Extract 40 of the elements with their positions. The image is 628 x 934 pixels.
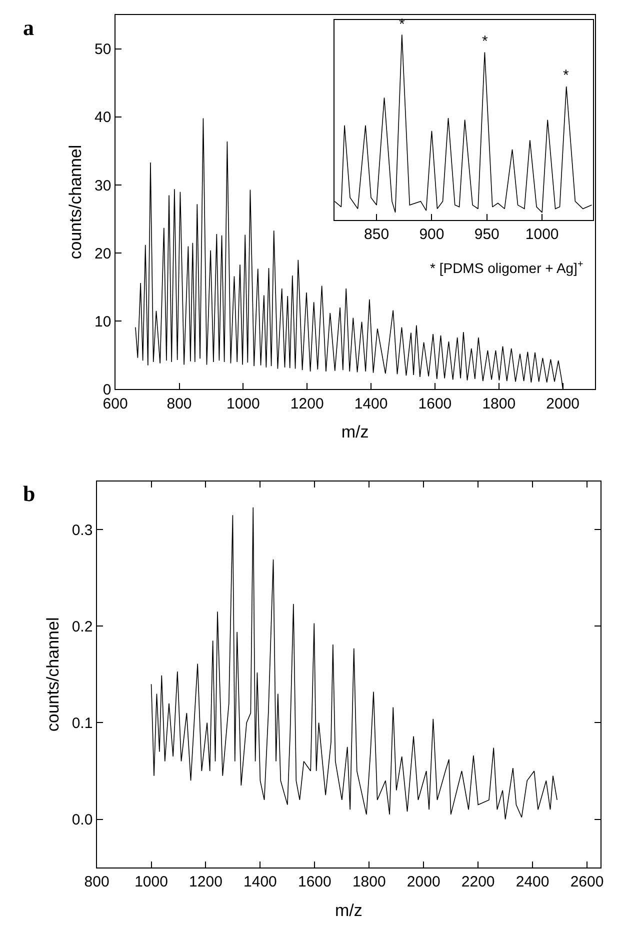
x-tick-label: 1200 [189, 874, 222, 891]
chart-title: a [23, 15, 34, 40]
y-tick-label: 0.0 [72, 812, 93, 829]
y-tick-label: 40 [94, 109, 112, 126]
annotation: * [PDMS oligomer + Ag]$^{+}$ [430, 259, 584, 276]
x-tick-label: 1800 [482, 395, 516, 412]
annotation: * [482, 33, 488, 50]
x-tick-label: 1600 [418, 395, 452, 412]
x-axis-title: m/z [341, 422, 369, 442]
x-tick-label: 1000 [525, 226, 559, 243]
y-tick-label: 0.1 [72, 714, 93, 732]
y-tick-label: 30 [94, 177, 112, 194]
x-tick-label: 1800 [352, 874, 386, 891]
x-tick-label: 1000 [134, 874, 168, 891]
x-tick-label: 1400 [244, 874, 277, 891]
x-tick-label: 950 [474, 226, 500, 243]
x-tick-label: 1200 [290, 395, 324, 412]
x-tick-label: 850 [364, 226, 390, 243]
y-tick-label: 20 [94, 245, 112, 262]
y-axis-title: counts/channel [66, 144, 86, 260]
x-tick-label: 2200 [461, 874, 495, 891]
x-axis-title: m/z [335, 901, 362, 920]
x-tick-label: 2000 [546, 395, 580, 412]
y-tick-label: 0.2 [72, 618, 93, 636]
x-tick-label: 800 [166, 395, 192, 412]
y-tick-label: 0.3 [72, 522, 93, 539]
chart-title: b [23, 481, 36, 506]
annotation: * [563, 67, 569, 84]
x-tick-label: 2600 [570, 874, 604, 891]
x-tick-label: 900 [419, 226, 444, 243]
x-tick-label: 2400 [516, 874, 550, 891]
x-tick-label: 1400 [354, 395, 388, 412]
y-axis-title: counts/channel [43, 617, 62, 732]
y-tick-label: 50 [94, 41, 112, 58]
x-tick-label: 1000 [226, 395, 260, 412]
x-tick-label: 2000 [406, 874, 440, 891]
x-tick-label: 800 [84, 874, 110, 891]
x-tick-label: 1600 [298, 874, 332, 891]
y-tick-label: 10 [94, 313, 112, 330]
line-series [150, 506, 558, 820]
